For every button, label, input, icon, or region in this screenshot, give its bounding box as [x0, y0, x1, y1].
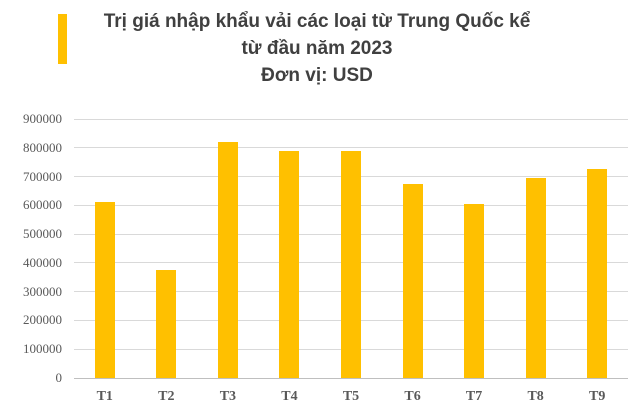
bar-T3 — [217, 142, 238, 378]
chart-title-line-2: từ đầu năm 2023 — [241, 38, 393, 59]
gridline — [74, 147, 628, 149]
y-tick-label: 900000 — [23, 111, 62, 126]
x-axis-line — [74, 377, 628, 379]
y-tick-label: 300000 — [23, 283, 62, 299]
title-accent-bar — [58, 14, 67, 64]
y-tick-label: 500000 — [23, 226, 62, 242]
bar-T2 — [156, 270, 177, 378]
bar-T6 — [402, 183, 423, 378]
y-tick-label: 600000 — [23, 197, 62, 213]
chart-title-block: Trị giá nhập khẩu vải các loại từ Trung … — [0, 8, 634, 89]
bar-T4 — [279, 150, 300, 378]
y-tick-label: 700000 — [23, 168, 62, 184]
x-tick-label-T5: T5 — [342, 389, 360, 404]
bar-T7 — [464, 203, 485, 378]
y-tick-label: 800000 — [23, 139, 62, 155]
y-tick-label: 400000 — [23, 254, 62, 270]
x-tick-label-T1: T1 — [96, 389, 113, 404]
y-tick-label: 100000 — [23, 341, 62, 357]
x-tick-label-T7: T7 — [465, 389, 483, 404]
y-tick-label: 0 — [55, 370, 63, 385]
y-tick-label: 200000 — [23, 312, 62, 328]
chart-title-line-1: Trị giá nhập khẩu vải các loại từ Trung … — [103, 11, 531, 32]
x-tick-label-T8: T8 — [527, 389, 544, 404]
bar-T1 — [94, 202, 115, 378]
x-tick-label-T2: T2 — [158, 389, 175, 404]
bar-T8 — [525, 177, 546, 378]
x-tick-label-T9: T9 — [589, 389, 606, 404]
x-tick-label-T3: T3 — [219, 389, 237, 404]
x-tick-label-T4: T4 — [281, 389, 298, 404]
bar-T9 — [587, 169, 608, 378]
x-tick-label-T6: T6 — [404, 389, 421, 404]
bar-T5 — [341, 150, 361, 378]
gridline — [74, 118, 628, 120]
chart-unit-label: Đơn vị: USD — [261, 65, 373, 86]
